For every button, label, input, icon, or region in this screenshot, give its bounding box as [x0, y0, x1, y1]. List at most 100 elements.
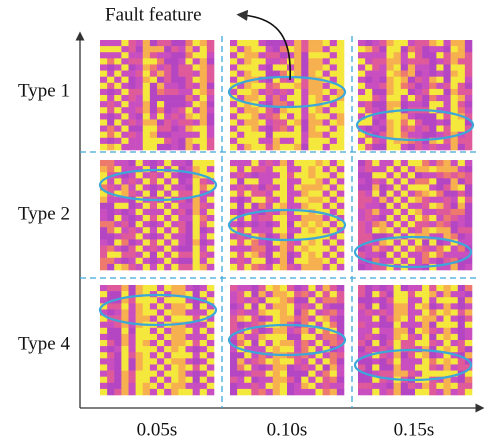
heatmap-cell	[193, 113, 200, 119]
heatmap-cell	[266, 138, 273, 144]
heatmap-cell	[100, 377, 107, 383]
heatmap-cell	[200, 58, 207, 64]
heatmap-cell	[237, 64, 244, 70]
heatmap-cell	[458, 126, 465, 132]
heatmap-cell	[301, 197, 308, 203]
heatmap-cell	[294, 340, 301, 346]
heatmap-cell	[323, 364, 330, 370]
heatmap-cell	[230, 303, 237, 309]
heatmap-cell	[465, 297, 472, 303]
heatmap-cell	[358, 83, 365, 89]
heatmap-cell	[316, 239, 323, 245]
heatmap-cell	[301, 371, 308, 377]
heatmap-cell	[244, 389, 251, 395]
heatmap-cell	[157, 297, 164, 303]
heatmap-cell	[379, 328, 386, 334]
heatmap-cell	[121, 239, 128, 245]
heatmap-cell	[259, 297, 266, 303]
heatmap-cell	[171, 113, 178, 119]
heatmap-cell	[150, 71, 157, 77]
heatmap-cell	[164, 184, 171, 190]
heatmap-cell	[244, 184, 251, 190]
heatmap-cell	[178, 119, 185, 125]
heatmap-cell	[379, 309, 386, 315]
heatmap-cell	[436, 119, 443, 125]
heatmap-cell	[251, 191, 258, 197]
heatmap-cell	[150, 58, 157, 64]
heatmap-cell	[107, 258, 114, 264]
heatmap-cell	[436, 383, 443, 389]
heatmap-cell	[358, 383, 365, 389]
heatmap-cell	[129, 203, 136, 209]
heatmap-cell	[330, 252, 337, 258]
heatmap-cell	[379, 46, 386, 52]
heatmap-cell	[251, 71, 258, 77]
heatmap-cell	[266, 264, 273, 270]
heatmap-cell	[114, 132, 121, 138]
heatmap-cell	[387, 371, 394, 377]
heatmap-cell	[178, 113, 185, 119]
heatmap-cell	[394, 316, 401, 322]
heatmap-cell	[237, 371, 244, 377]
heatmap-cell	[136, 285, 143, 291]
heatmap-cell	[193, 258, 200, 264]
heatmap-cell	[171, 58, 178, 64]
heatmap-cell	[244, 264, 251, 270]
heatmap-cell	[458, 221, 465, 227]
heatmap-cell	[365, 309, 372, 315]
heatmap-cell	[436, 285, 443, 291]
heatmap-cell	[114, 40, 121, 46]
heatmap-cell	[337, 377, 344, 383]
heatmap-cell	[365, 203, 372, 209]
heatmap-cell	[387, 89, 394, 95]
heatmap-cell	[207, 166, 214, 172]
heatmap-cell	[408, 285, 415, 291]
heatmap-cell	[150, 107, 157, 113]
heatmap-cell	[308, 364, 315, 370]
heatmap-cell	[316, 184, 323, 190]
heatmap-cell	[323, 371, 330, 377]
heatmap-cell	[230, 352, 237, 358]
heatmap-cell	[365, 178, 372, 184]
heatmap-cell	[186, 58, 193, 64]
heatmap-cell	[136, 119, 143, 125]
heatmap-cell	[330, 358, 337, 364]
heatmap-cell	[316, 389, 323, 395]
heatmap-cell	[379, 322, 386, 328]
heatmap-cell	[157, 113, 164, 119]
heatmap-cell	[372, 58, 379, 64]
heatmap-cell	[372, 184, 379, 190]
heatmap-cell	[287, 144, 294, 150]
heatmap-cell	[207, 40, 214, 46]
heatmap-cell	[164, 138, 171, 144]
heatmap-cell	[251, 383, 258, 389]
heatmap-cell	[107, 221, 114, 227]
heatmap-cell	[171, 172, 178, 178]
heatmap-cell	[365, 316, 372, 322]
heatmap-cell	[415, 132, 422, 138]
heatmap-cell	[308, 246, 315, 252]
heatmap-cell	[372, 358, 379, 364]
heatmap-cell	[280, 371, 287, 377]
heatmap-cell	[458, 297, 465, 303]
heatmap-cell	[186, 316, 193, 322]
heatmap-cell	[143, 58, 150, 64]
heatmap-cell	[100, 340, 107, 346]
heatmap-cell	[401, 303, 408, 309]
heatmap-cell	[308, 119, 315, 125]
heatmap-cell	[171, 184, 178, 190]
heatmap-cell	[465, 389, 472, 395]
heatmap-cell	[107, 113, 114, 119]
heatmap-cell	[301, 113, 308, 119]
heatmap-cell	[444, 83, 451, 89]
heatmap-cell	[444, 172, 451, 178]
heatmap-cell	[323, 215, 330, 221]
column-label: 0.15s	[394, 419, 435, 440]
heatmap-cell	[114, 203, 121, 209]
heatmap-cell	[408, 316, 415, 322]
heatmap-cell	[230, 40, 237, 46]
heatmap-cell	[429, 166, 436, 172]
heatmap-cell	[379, 40, 386, 46]
heatmap-cell	[436, 328, 443, 334]
heatmap-cell	[200, 119, 207, 125]
